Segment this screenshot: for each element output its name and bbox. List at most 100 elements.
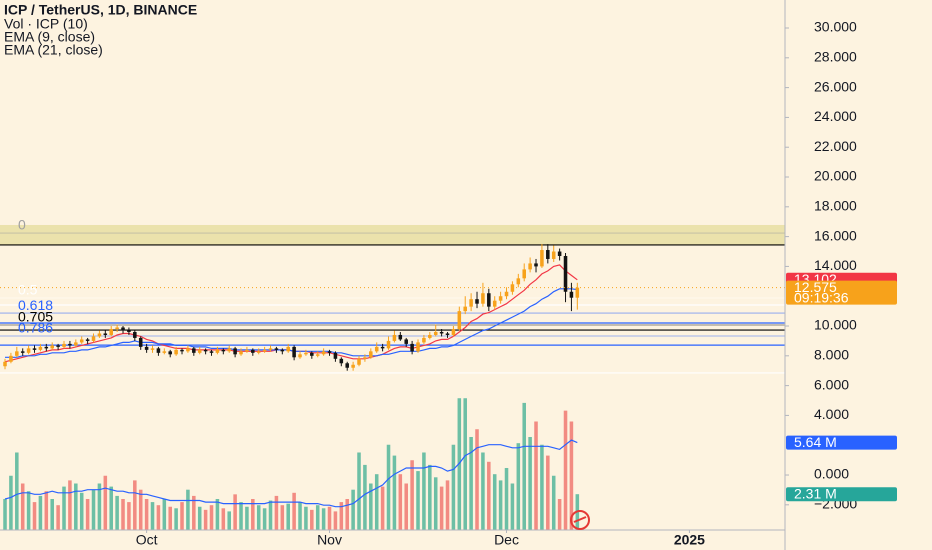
candle-body bbox=[310, 352, 314, 356]
volume-bar bbox=[186, 489, 190, 530]
fib-label: 0.705 bbox=[18, 309, 53, 325]
candle-body bbox=[563, 255, 568, 292]
volume-bar bbox=[144, 498, 149, 530]
value-box bbox=[786, 280, 897, 305]
candle-body bbox=[439, 331, 444, 334]
volume-bar bbox=[133, 480, 137, 530]
candle-body bbox=[203, 349, 208, 352]
volume-bar bbox=[504, 467, 509, 530]
candle-body bbox=[528, 263, 532, 270]
candle-body bbox=[392, 334, 397, 341]
value-box-label: 2.31 M bbox=[794, 485, 837, 501]
x-tick-label: 2025 bbox=[674, 532, 705, 548]
candle-body bbox=[374, 346, 379, 352]
volume-bar bbox=[351, 489, 355, 530]
volume-bar bbox=[262, 508, 267, 530]
candle-body bbox=[144, 346, 149, 350]
candle-body bbox=[457, 311, 462, 329]
candle-body bbox=[540, 250, 544, 267]
candle-body bbox=[62, 343, 66, 347]
volume-bar bbox=[227, 511, 231, 530]
volume-bar bbox=[563, 410, 568, 530]
y-tick-label: 26.000 bbox=[814, 78, 857, 94]
volume-bar bbox=[115, 495, 119, 530]
volume-bar bbox=[333, 511, 338, 530]
candle-body bbox=[133, 331, 137, 338]
candle-body bbox=[197, 349, 202, 353]
volume-bar bbox=[498, 480, 503, 530]
volume-bar bbox=[256, 505, 261, 530]
candle-body bbox=[422, 337, 426, 343]
volume-ma-line bbox=[4, 439, 578, 508]
volume-bar bbox=[150, 502, 155, 530]
y-tick-label: 14.000 bbox=[814, 257, 857, 273]
volume-bar bbox=[121, 498, 125, 530]
candle-body bbox=[304, 352, 308, 355]
value-box bbox=[786, 487, 897, 502]
volume-bar bbox=[463, 398, 467, 530]
fib-label: 0.618 bbox=[18, 297, 53, 313]
candle-body bbox=[268, 348, 273, 350]
y-tick-label: 18.000 bbox=[814, 198, 857, 214]
fib-label: 0 bbox=[18, 217, 26, 233]
candle-body bbox=[333, 352, 338, 359]
candle-body bbox=[481, 293, 485, 304]
volume-bar bbox=[286, 503, 290, 530]
volume-bar bbox=[245, 506, 249, 530]
candle-body bbox=[68, 343, 72, 346]
volume-bar bbox=[44, 491, 49, 530]
candle-body bbox=[398, 334, 403, 340]
candle-body bbox=[115, 327, 119, 329]
price-axis: 30.000 28.000 26.000 24.000 22.000 20.000 18.0… bbox=[785, 19, 897, 512]
candle-body bbox=[534, 263, 538, 267]
candle-body bbox=[38, 346, 43, 350]
volume-bar bbox=[386, 444, 391, 530]
candle-body bbox=[551, 251, 556, 259]
volume-bar bbox=[180, 502, 184, 530]
candle-body bbox=[239, 351, 243, 355]
volume-bar bbox=[310, 509, 314, 530]
candle-body bbox=[369, 351, 373, 358]
candle-body bbox=[492, 300, 497, 307]
candle-body bbox=[156, 348, 161, 353]
value-box-label: 12.575 bbox=[794, 279, 837, 295]
candle-body bbox=[516, 278, 521, 285]
volume-bar bbox=[304, 506, 308, 530]
candle-body bbox=[32, 348, 37, 350]
candle-body bbox=[339, 358, 344, 364]
volume-bar bbox=[197, 506, 202, 530]
candle-body bbox=[91, 336, 96, 341]
volume-bar bbox=[97, 483, 102, 530]
candle-body bbox=[85, 339, 90, 341]
volume-bar bbox=[569, 421, 574, 530]
volume-bar bbox=[416, 471, 420, 530]
volume-bar bbox=[3, 498, 7, 530]
volume-bar bbox=[215, 498, 220, 530]
legend-entry: EMA (21, close) bbox=[4, 42, 103, 58]
volume-bar bbox=[428, 464, 432, 530]
volume-bar bbox=[422, 452, 426, 530]
volume-bar bbox=[62, 486, 66, 530]
volume-bar bbox=[274, 495, 279, 530]
volume-bar bbox=[481, 452, 485, 530]
volume-bar bbox=[546, 455, 550, 530]
candle-body bbox=[168, 351, 172, 355]
ema-line bbox=[5, 288, 578, 358]
volume-bar bbox=[534, 421, 538, 530]
candle-body bbox=[546, 250, 550, 259]
candle-body bbox=[109, 328, 113, 335]
volume-bar bbox=[487, 461, 491, 530]
candle-body bbox=[227, 348, 231, 352]
y-tick-label: 16.000 bbox=[814, 227, 857, 243]
volume-bar bbox=[109, 486, 113, 530]
volume-bar bbox=[38, 495, 43, 530]
candle-body bbox=[245, 349, 249, 352]
volume-bar bbox=[268, 500, 273, 530]
volume-bar bbox=[156, 505, 161, 530]
y-tick-label: 4.000 bbox=[814, 406, 849, 422]
candle-body bbox=[351, 364, 355, 368]
volume-bar bbox=[168, 506, 172, 530]
candle-body bbox=[103, 333, 108, 335]
candle-body bbox=[150, 348, 155, 350]
